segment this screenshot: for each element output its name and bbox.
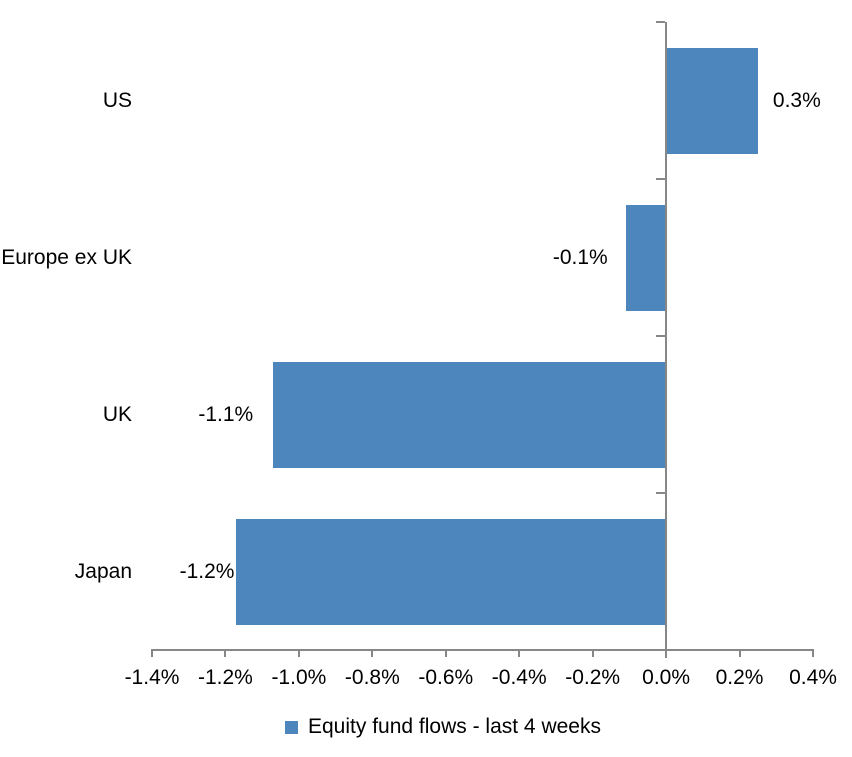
x-tick-label: -1.4% [124,666,180,689]
x-tick-label: -1.2% [198,666,253,689]
category-tick [656,335,666,337]
value-axis-line [151,649,814,651]
x-tick [738,650,741,657]
data-label-us: 0.3% [772,88,821,112]
x-tick-label: -0.2% [565,666,621,689]
category-label-uk: UK [102,402,132,426]
legend: Equity fund flows - last 4 weeks [285,712,601,742]
x-tick [297,650,300,657]
bar-japan [236,518,667,625]
x-tick [518,650,521,657]
category-tick [656,492,666,494]
x-tick-label: -0.8% [344,666,400,689]
category-label-japan: Japan [74,559,132,583]
category-axis-line [665,22,668,658]
legend-swatch-icon [285,720,298,734]
x-tick [371,650,374,657]
data-label-europe-ex-uk: -0.1% [552,245,608,269]
x-tick [224,650,227,657]
x-tick [812,650,814,657]
category-label-europe-ex-uk: Europe ex UK [1,245,132,269]
data-label-japan: -1.2% [179,559,235,583]
x-tick [665,650,668,657]
data-label-uk: -1.1% [198,402,254,426]
x-tick-label: -0.4% [491,666,547,689]
legend-label: Equity fund flows - last 4 weeks [308,715,601,738]
x-tick [444,650,447,657]
x-tick-label: -1.0% [271,666,327,689]
bar-europe-ex-uk [625,204,667,311]
x-tick [591,650,594,657]
x-tick [151,650,153,657]
bar-us [666,47,758,154]
category-tick [656,178,666,180]
category-label-us: US [102,88,132,112]
x-tick-label: 0.2% [715,666,764,689]
x-tick-label: -0.6% [418,666,474,689]
category-tick [656,21,666,23]
bar-uk [273,361,667,468]
x-tick-label: 0.0% [642,666,691,689]
x-tick-label: 0.4% [789,666,837,689]
